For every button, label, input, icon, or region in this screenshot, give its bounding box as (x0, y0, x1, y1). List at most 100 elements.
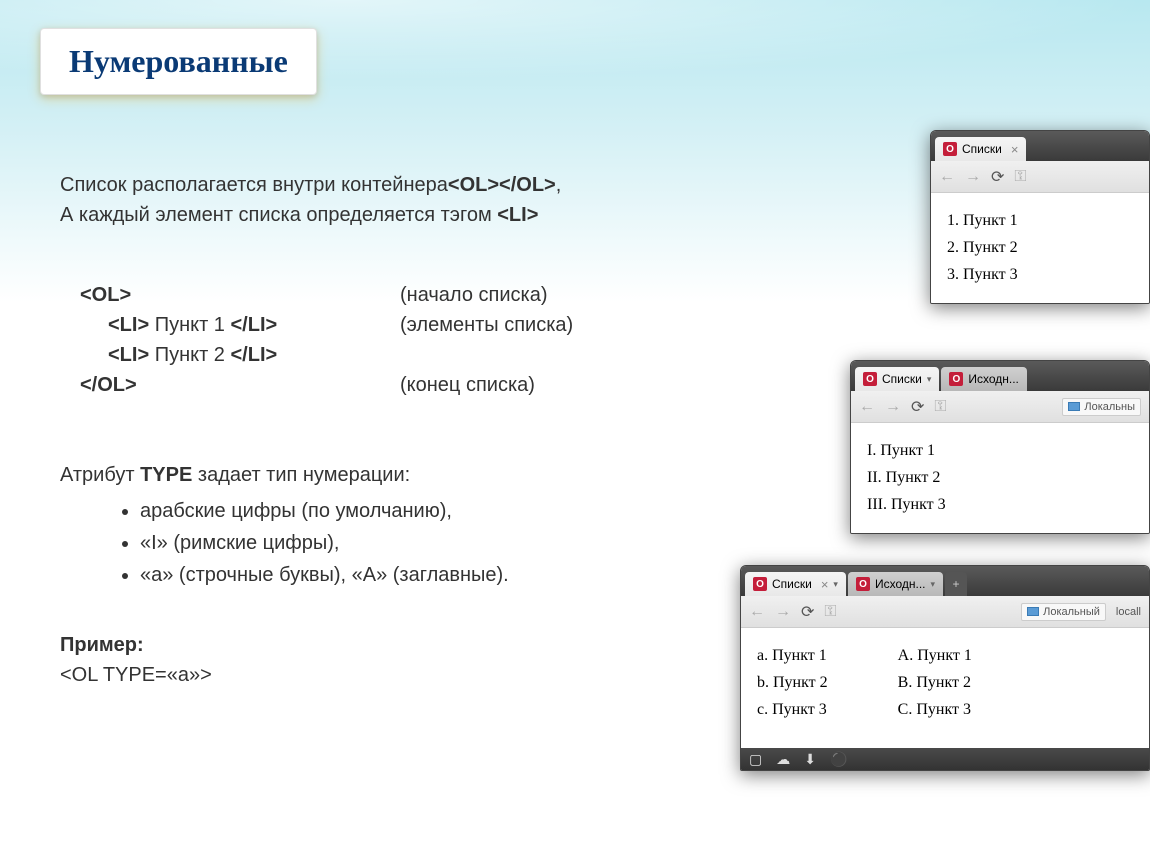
tab-new-button[interactable]: + (945, 572, 967, 596)
list-item: II. Пункт 2 (867, 464, 1133, 491)
caret-icon: ▾ (833, 579, 838, 590)
code-comment-1: (начало списка) (400, 280, 547, 310)
status-square-icon[interactable]: ▢ (749, 751, 762, 768)
status-cloud-icon[interactable]: ☁ (776, 751, 790, 768)
browser-tabs-1: O Списки × (931, 131, 1149, 161)
code-li1-open: <LI> (108, 314, 149, 336)
list-item: B. Пункт 2 (898, 669, 972, 696)
code-comment-4: (конец списка) (400, 370, 535, 400)
local-label-3b: locall (1116, 606, 1141, 618)
list-item: c. Пункт 3 (757, 696, 828, 723)
back-icon[interactable]: ← (749, 603, 765, 621)
tab-source-3[interactable]: O Исходн... ▾ (848, 572, 943, 596)
tab-lists-3[interactable]: O Списки × ▾ (745, 572, 846, 596)
forward-icon[interactable]: → (885, 398, 901, 416)
key-icon[interactable]: ⚿ (1014, 168, 1026, 186)
attr-prefix: Атрибут (60, 464, 140, 486)
example-code: <OL TYPE=«a»> (60, 660, 700, 690)
status-menu-icon[interactable]: ⚫ (830, 751, 847, 768)
browser-content-1: 1. Пункт 1 2. Пункт 2 3. Пункт 3 (931, 193, 1149, 303)
caret-icon: ▾ (927, 374, 932, 385)
tab-title-2a: Списки (882, 372, 922, 386)
code-li2-open: <LI> (108, 344, 149, 366)
example-section: Пример: <OL TYPE=«a»> (60, 630, 700, 690)
list-item: b. Пункт 2 (757, 669, 828, 696)
screen-icon (1027, 607, 1039, 616)
intro-comma: , (556, 174, 562, 196)
intro-line2: А каждый элемент списка определяется тэг… (60, 204, 497, 226)
list-item: 2. Пункт 2 (947, 234, 1133, 261)
tab-close-icon[interactable]: × (821, 577, 829, 592)
attribute-section: Атрибут TYPE задает тип нумерации: арабс… (60, 460, 700, 590)
local-label-3: Локальный (1043, 606, 1100, 618)
reload-icon[interactable]: ⟳ (911, 397, 924, 417)
status-download-icon[interactable]: ⬇ (804, 751, 816, 768)
opera-icon: O (943, 142, 957, 156)
tab-lists-2[interactable]: O Списки ▾ (855, 367, 939, 391)
tab-title-3b: Исходн... (875, 577, 926, 591)
plus-icon: + (953, 577, 960, 591)
local-badge-3[interactable]: Локальный (1021, 603, 1106, 621)
attr-bullet-list: арабские цифры (по умолчанию), «I» (римс… (140, 496, 700, 590)
browser-statusbar-3: ▢ ☁ ⬇ ⚫ (741, 748, 1149, 770)
code-line-4: </OL> (конец списка) (80, 370, 700, 400)
code-li1-close: </LI> (231, 314, 278, 336)
key-icon[interactable]: ⚿ (934, 398, 946, 416)
code-li1-text: Пункт 1 (149, 314, 230, 336)
local-badge-2[interactable]: Локальны (1062, 398, 1141, 416)
slide-content: Список располагается внутри контейнера <O… (60, 170, 700, 690)
code-comment-2: (элементы списка) (400, 310, 573, 340)
caret-icon: ▾ (930, 579, 935, 590)
slide-title: Нумерованные (69, 43, 288, 80)
screen-icon (1068, 402, 1080, 411)
code-block: <OL> (начало списка) <LI> Пункт 1 </LI> … (80, 280, 700, 400)
local-label-2: Локальны (1084, 401, 1135, 413)
list-col-a: a. Пункт 1 b. Пункт 2 c. Пункт 3 (757, 642, 828, 734)
list-col-b: A. Пункт 1 B. Пункт 2 C. Пункт 3 (898, 642, 972, 734)
tab-title-2b: Исходн... (968, 372, 1019, 386)
attr-title-line: Атрибут TYPE задает тип нумерации: (60, 460, 700, 490)
attr-bullet-2: «I» (римские цифры), (140, 528, 700, 558)
tab-close-icon[interactable]: × (1011, 142, 1019, 157)
browser-window-2: O Списки ▾ O Исходн... ← → ⟳ ⚿ Локальны … (850, 360, 1150, 534)
tab-lists-1[interactable]: O Списки × (935, 137, 1026, 161)
browser-tabs-2: O Списки ▾ O Исходн... (851, 361, 1149, 391)
reload-icon[interactable]: ⟳ (991, 167, 1004, 187)
list-item: A. Пункт 1 (898, 642, 972, 669)
browser-toolbar-3: ← → ⟳ ⚿ Локальный locall (741, 596, 1149, 628)
reload-icon[interactable]: ⟳ (801, 602, 814, 622)
code-line-1: <OL> (начало списка) (80, 280, 700, 310)
list-item: 3. Пункт 3 (947, 261, 1133, 288)
list-item: III. Пункт 3 (867, 491, 1133, 518)
code-ol-close: </OL> (80, 374, 137, 396)
attr-type-word: TYPE (140, 464, 192, 486)
attr-suffix: задает тип нумерации: (192, 464, 410, 486)
list-item: a. Пункт 1 (757, 642, 828, 669)
attr-bullet-3: «a» (строчные буквы), «A» (заглавные). (140, 560, 700, 590)
opera-icon: O (863, 372, 877, 386)
back-icon[interactable]: ← (859, 398, 875, 416)
browser-tabs-3: O Списки × ▾ O Исходн... ▾ + (741, 566, 1149, 596)
back-icon[interactable]: ← (939, 168, 955, 186)
key-icon[interactable]: ⚿ (824, 603, 836, 621)
intro-li-tag: <LI> (497, 204, 538, 226)
attr-bullet-1: арабские цифры (по умолчанию), (140, 496, 700, 526)
code-line-3: <LI> Пункт 2 </LI> (80, 340, 700, 370)
code-li2-close: </LI> (231, 344, 278, 366)
intro-text: Список располагается внутри контейнера<O… (60, 170, 700, 230)
list-item: C. Пункт 3 (898, 696, 972, 723)
browser-toolbar-2: ← → ⟳ ⚿ Локальны (851, 391, 1149, 423)
code-ol-open: <OL> (80, 284, 131, 306)
list-item: 1. Пункт 1 (947, 207, 1133, 234)
example-label: Пример: (60, 630, 700, 660)
forward-icon[interactable]: → (965, 168, 981, 186)
opera-icon: O (949, 372, 963, 386)
forward-icon[interactable]: → (775, 603, 791, 621)
code-line-2: <LI> Пункт 1 </LI> (элементы списка) (80, 310, 700, 340)
browser-content-2: I. Пункт 1 II. Пункт 2 III. Пункт 3 (851, 423, 1149, 533)
tab-title-3a: Списки (772, 577, 812, 591)
browser-window-3: O Списки × ▾ O Исходн... ▾ + ← → ⟳ ⚿ Лок… (740, 565, 1150, 771)
tab-source-2[interactable]: O Исходн... (941, 367, 1027, 391)
intro-line1: Список располагается внутри контейнера (60, 174, 448, 196)
browser-content-3: a. Пункт 1 b. Пункт 2 c. Пункт 3 A. Пунк… (741, 628, 1149, 748)
